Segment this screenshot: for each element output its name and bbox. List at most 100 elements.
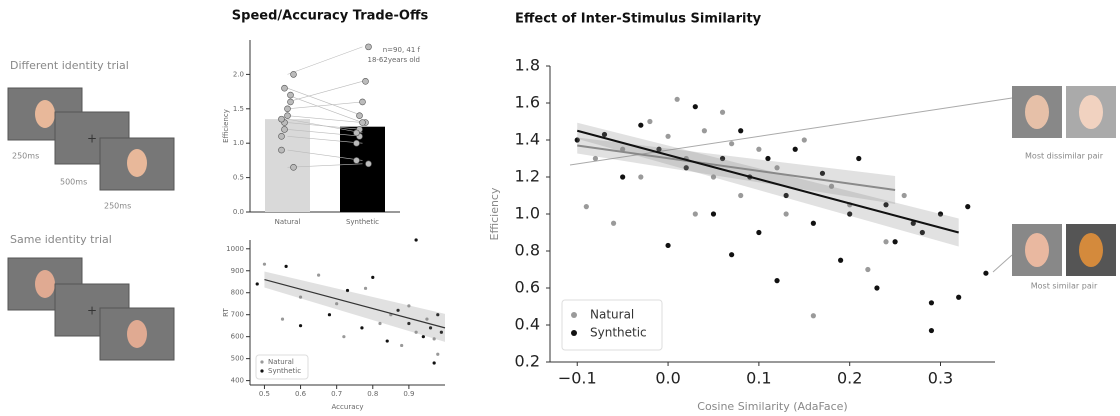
participant-point (356, 112, 363, 119)
scatter-point (828, 183, 835, 189)
scatter-point (956, 294, 962, 300)
legend-marker (260, 369, 264, 373)
scatter-point (284, 264, 288, 268)
scatter-point (765, 155, 771, 162)
participant-point (353, 157, 360, 164)
scatter-point (262, 262, 267, 266)
y-tick-label: 1.0 (233, 139, 244, 147)
scatter-point (400, 343, 404, 348)
participant-point (353, 139, 360, 147)
trial-label: Different identity trial (10, 59, 129, 72)
confidence-band (264, 271, 445, 342)
participant-point (287, 91, 294, 99)
pair-line (287, 129, 363, 137)
legend-box (255, 354, 309, 380)
trial-label: Same identity trial (10, 233, 112, 246)
scatter-point (610, 220, 617, 226)
x-tick-label: 0.8 (367, 390, 378, 398)
legend-label: Synthetic (590, 326, 647, 340)
x-tick-label: Natural (275, 218, 301, 226)
scatter-point (710, 211, 717, 217)
scatter-point (428, 326, 433, 330)
scatter-point (574, 137, 580, 143)
y-tick-label: 0.6 (515, 278, 540, 297)
y-tick-label: 1.5 (233, 105, 244, 113)
y-tick-label: 600 (231, 333, 244, 341)
scatter-point (683, 165, 689, 171)
fit-line (577, 144, 896, 191)
face (127, 149, 147, 177)
participant-point (284, 112, 291, 119)
scatter-point (928, 300, 935, 306)
scatter-point (396, 308, 400, 312)
scatter-point (983, 270, 989, 276)
scatter-point (620, 146, 626, 152)
fit-line (264, 278, 446, 329)
scatter-point (407, 321, 411, 326)
scatter-point (385, 339, 389, 343)
face (1025, 95, 1049, 129)
scatter-point (783, 211, 789, 217)
x-tick-label: 0.6 (295, 390, 307, 398)
x-tick-label: Synthetic (346, 218, 379, 226)
scatter-point (729, 252, 735, 258)
scatter-point (255, 282, 259, 286)
y-tick-label: 2.0 (233, 70, 244, 78)
x-axis-label: Accuracy (332, 403, 364, 411)
pair-line (287, 94, 363, 123)
scatter-point (892, 239, 898, 245)
scatter-point (901, 192, 907, 199)
scatter-point (363, 286, 368, 290)
face (127, 320, 147, 348)
legend-label: Synthetic (268, 367, 301, 375)
participant-point (359, 98, 366, 106)
scatter-point (638, 122, 644, 128)
scatter-point (792, 146, 798, 152)
scatter-point (729, 141, 735, 147)
scatter-point (665, 133, 671, 139)
scatter-point (601, 131, 608, 138)
y-tick-label: 0.4 (515, 315, 540, 334)
scatter-point (692, 211, 698, 217)
fit-line (576, 129, 959, 234)
scatter-point (965, 204, 971, 210)
scatter-point (719, 155, 726, 162)
scatter-point (692, 104, 698, 110)
face (35, 270, 55, 298)
scatter-point (738, 128, 744, 134)
bar (265, 119, 310, 212)
scatter-point (298, 295, 303, 299)
y-tick-label: 0.8 (515, 241, 540, 260)
y-tick-label: 900 (231, 267, 244, 275)
y-axis-label: RT (222, 307, 230, 316)
scatter-point (719, 109, 726, 115)
face-pairs: Most dissimilar pair Most similar pair (569, 86, 1116, 291)
face (1079, 233, 1103, 267)
scatter-point (801, 137, 807, 143)
x-tick-label: 0.7 (331, 390, 342, 398)
participant-point (353, 129, 360, 137)
scatter-point (847, 211, 853, 217)
scatter-point (592, 155, 599, 162)
scatter-point (298, 324, 303, 328)
pair-line (287, 149, 363, 161)
y-tick-label: 500 (231, 355, 244, 363)
scatter-point (436, 313, 440, 317)
scatter-point (656, 146, 662, 152)
face (1025, 233, 1049, 267)
scatter-point (883, 239, 889, 245)
scatter-point (838, 257, 844, 263)
x-axis-label: Cosine Similarity (AdaFace) (697, 400, 847, 413)
legend-label: Natural (268, 358, 294, 366)
scatter-point (937, 211, 944, 217)
participant-point (281, 126, 288, 133)
x-tick-label: 0.5 (259, 390, 270, 398)
scatter-point (439, 330, 443, 334)
scatter-point (345, 288, 350, 293)
y-axis-label: Efficiency (222, 109, 230, 143)
chart-title: Speed/Accuracy Trade-Offs (232, 9, 429, 24)
bar (340, 126, 385, 212)
annotation: n=90, 41 f (383, 46, 421, 54)
y-tick-label: 800 (231, 289, 244, 297)
